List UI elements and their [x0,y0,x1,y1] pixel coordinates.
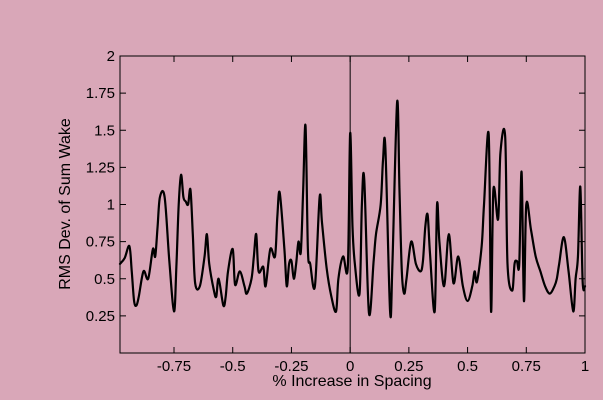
x-tick-label: 1 [581,358,589,375]
x-tick-label: 0.75 [512,358,541,375]
x-tick-label: -0.5 [220,358,246,375]
y-tick-label: 1.75 [86,85,115,102]
y-tick-label: 0.75 [86,234,115,251]
series-line [118,99,587,319]
y-tick-label: 0.5 [94,271,115,288]
x-axis-label: % Increase in Spacing [272,373,431,390]
y-tick-label: 0.25 [86,308,115,325]
y-tick-label: 1.5 [94,122,115,139]
x-tick-label: 0 [346,358,354,375]
x-tick-label: -0.75 [157,358,191,375]
x-tick-label: -0.25 [274,358,308,375]
x-axis-ticks: -0.75 -0.5 -0.25 0 0.25 0.5 0.75 1 [157,56,589,375]
x-tick-label: 0.5 [457,358,478,375]
y-tick-label: 2 [107,48,115,65]
x-tick-label: 0.25 [394,358,423,375]
y-axis-ticks: 0.25 0.5 0.75 1 1.25 1.5 1.75 2 [86,48,585,325]
y-tick-label: 1.25 [86,159,115,176]
y-tick-label: 1 [107,197,115,214]
y-axis-label: RMS Dev. of Sum Wake [57,118,74,290]
